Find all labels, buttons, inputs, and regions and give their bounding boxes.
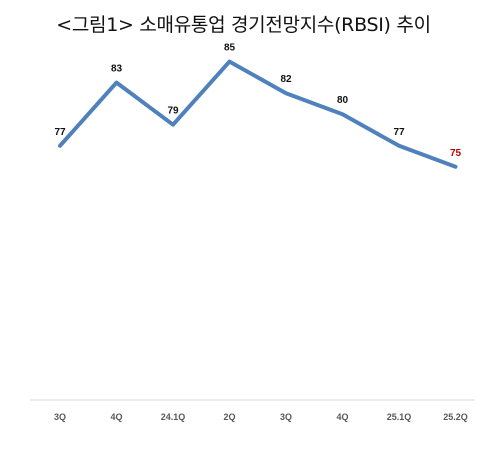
x-tick-labels: 3Q 4Q 24.1Q 2Q 3Q 4Q 25.1Q 25.2Q: [54, 412, 468, 422]
data-labels: 77 83 79 85 82 80 77 75: [54, 43, 461, 159]
x-tick-label: 3Q: [54, 412, 66, 422]
data-label: 80: [337, 95, 349, 106]
x-tick-label: 4Q: [336, 412, 348, 422]
x-tick-label: 4Q: [110, 412, 122, 422]
x-tick-label: 25.1Q: [387, 412, 412, 422]
series-line: [58, 59, 458, 169]
x-tick-label: 25.2Q: [443, 412, 468, 422]
data-label: 83: [111, 64, 123, 75]
chart-title: <그림1> 소매유통업 경기전망지수(RBSI) 추이: [56, 14, 431, 36]
data-label: 75: [450, 148, 462, 159]
data-label: 82: [280, 74, 292, 85]
x-tick-label: 3Q: [280, 412, 292, 422]
data-label: 77: [393, 127, 405, 138]
x-tick-label: 24.1Q: [161, 412, 186, 422]
data-label: 85: [224, 43, 236, 54]
data-label: 79: [167, 106, 179, 117]
x-tick-label: 2Q: [223, 412, 235, 422]
data-label: 77: [54, 127, 66, 138]
